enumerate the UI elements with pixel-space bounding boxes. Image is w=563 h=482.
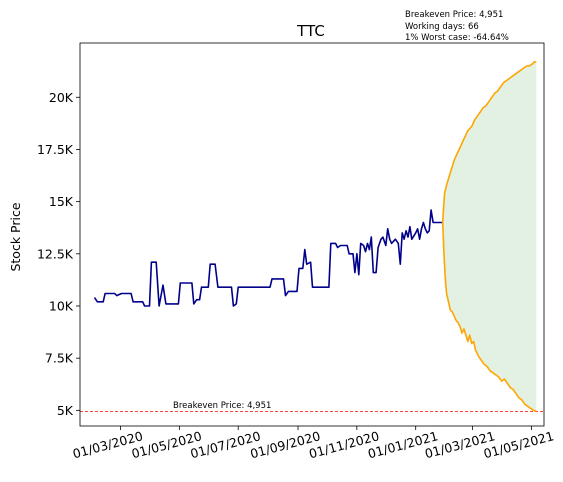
projection-upper-line [441, 60, 537, 223]
info-line-breakeven: Breakeven Price: 4,951 [405, 10, 503, 20]
projection-band [442, 61, 537, 412]
y-tick-label: 12.5K [37, 246, 74, 261]
y-tick-label: 5K [57, 403, 74, 418]
plot-area [442, 61, 537, 412]
info-line-worst-case: 1% Worst case: -64.64% [405, 33, 509, 43]
chart-title: TTC [296, 22, 325, 40]
y-axis-label: Stock Price [8, 202, 23, 271]
history-line [93, 209, 443, 307]
y-tick-label: 15K [49, 194, 74, 209]
breakeven-line-label: Breakeven Price: 4,951 [173, 401, 271, 411]
y-tick-label: 10K [49, 298, 74, 313]
y-tick-label: 17.5K [37, 142, 74, 157]
info-box: Breakeven Price: 4,951 Working days: 66 … [405, 10, 509, 43]
projection-lower-line [441, 222, 537, 413]
info-line-working-days: Working days: 66 [405, 22, 479, 32]
y-tick-label: 20K [49, 90, 74, 105]
chart-marks [80, 60, 544, 413]
plot-frame [79, 42, 545, 427]
y-tick-label: 7.5K [45, 351, 74, 366]
